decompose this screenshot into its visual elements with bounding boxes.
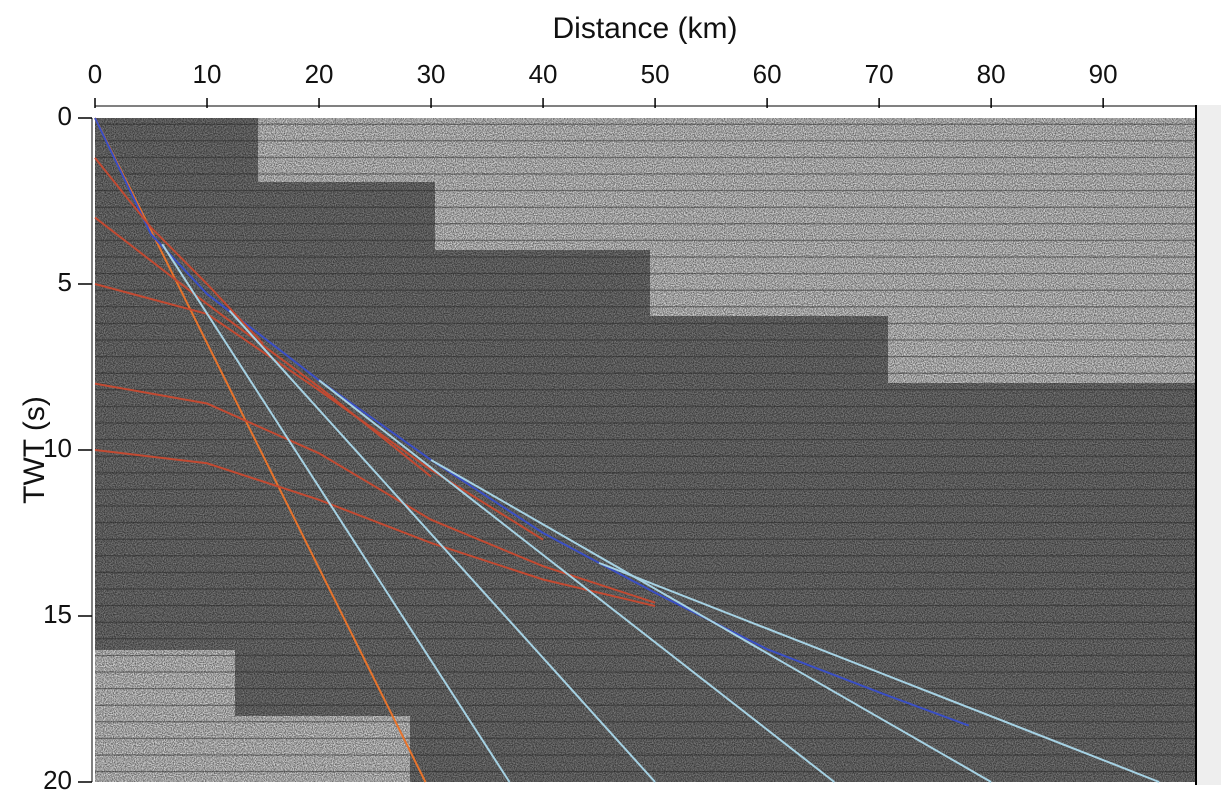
travel-time-curve xyxy=(94,216,432,478)
travel-time-curve xyxy=(161,243,511,783)
y-tick-label: 15 xyxy=(43,599,72,629)
y-tick-label: 5 xyxy=(58,267,72,297)
travel-time-curve xyxy=(94,117,970,727)
x-tick-label: 20 xyxy=(305,59,334,89)
travel-time-curve xyxy=(94,283,544,541)
travel-time-curve xyxy=(94,382,656,604)
travel-time-curve xyxy=(318,379,835,783)
y-tick-label: 10 xyxy=(43,433,72,463)
y-tick-label: 0 xyxy=(58,101,72,131)
x-tick-label: 60 xyxy=(753,59,782,89)
x-tick-label: 40 xyxy=(529,59,558,89)
y-axis-title: TWT (s) xyxy=(18,396,51,504)
x-tick-label: 90 xyxy=(1089,59,1118,89)
seismic-section xyxy=(95,105,1221,785)
x-tick-label: 70 xyxy=(865,59,894,89)
travel-time-curve xyxy=(430,459,992,783)
x-tick-label: 80 xyxy=(977,59,1006,89)
y-tick-label: 20 xyxy=(43,765,72,795)
x-tick-label: 10 xyxy=(193,59,222,89)
x-axis-title: Distance (km) xyxy=(552,12,737,45)
travel-time-curve xyxy=(598,561,1160,783)
travel-time-curve xyxy=(94,449,656,608)
travel-time-curve xyxy=(228,309,656,783)
travel-time-curve xyxy=(94,117,427,783)
x-tick-label: 0 xyxy=(88,59,102,89)
x-tick-label: 50 xyxy=(641,59,670,89)
travel-time-curve xyxy=(94,157,264,345)
x-tick-label: 30 xyxy=(417,59,446,89)
